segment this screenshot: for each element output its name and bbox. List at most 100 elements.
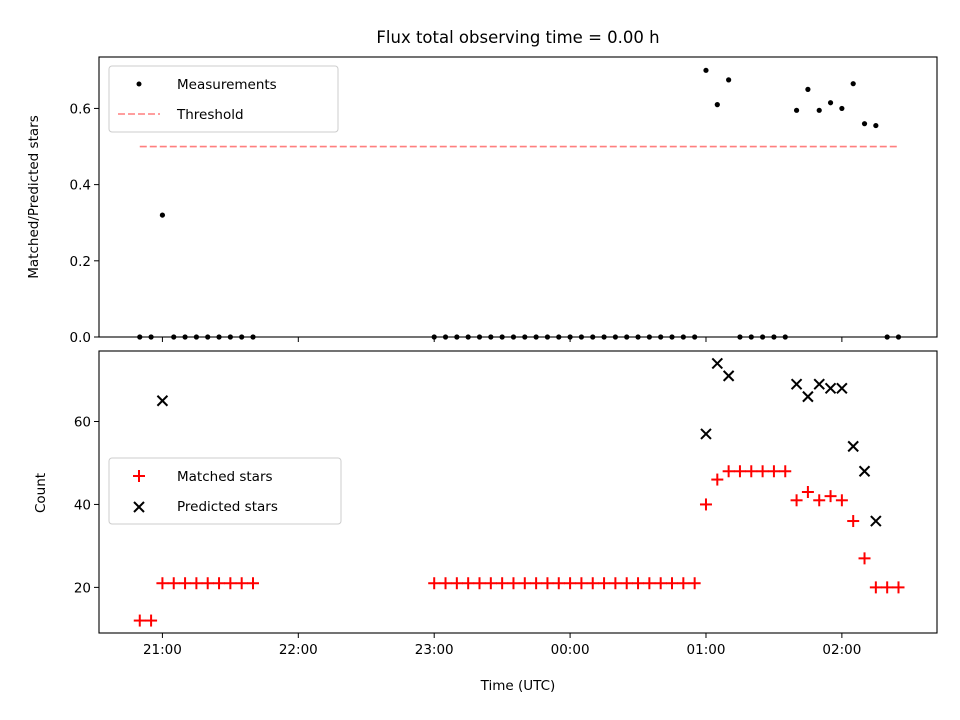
- measurement-point: [861, 121, 868, 127]
- predicted-star-point: [790, 378, 803, 390]
- matched-star-point: [632, 577, 645, 590]
- predicted-star-stroke-b: [802, 390, 814, 403]
- matched-star-point: [224, 577, 237, 590]
- matched-star-point: [179, 577, 192, 590]
- bottom-x-tick-label: 00:00: [551, 642, 590, 658]
- matched-star-point: [247, 577, 260, 590]
- matched-star-point: [586, 577, 599, 590]
- bottom-y-axis-label: Count: [33, 473, 49, 513]
- matched-star-point: [428, 577, 441, 590]
- legend-marker-matched: [133, 470, 145, 482]
- matched-star-point: [541, 577, 554, 590]
- predicted-star-stroke-b: [847, 440, 859, 453]
- measurement-point: [703, 67, 709, 73]
- predicted-star-stroke-b: [858, 465, 871, 477]
- matched-star-point: [767, 465, 780, 478]
- legend-marker-measurements: [136, 81, 142, 87]
- matched-star-point: [677, 577, 690, 590]
- matched-star-point: [666, 577, 679, 590]
- matched-star-point: [711, 473, 724, 486]
- predicted-star-stroke-b: [813, 378, 825, 390]
- matched-star-point: [801, 486, 814, 498]
- top-y-tick-label: 0.2: [70, 254, 91, 270]
- predicted-star-stroke-b: [711, 357, 724, 370]
- bottom-plot-marks: [133, 357, 905, 627]
- matched-star-point: [496, 577, 509, 590]
- top-y-tick-label: 0.0: [70, 330, 91, 346]
- measurement-point: [816, 107, 822, 113]
- predicted-star-point: [824, 382, 837, 395]
- predicted-star-stroke-b: [156, 395, 169, 407]
- bottom-x-tick-label: 23:00: [415, 642, 454, 658]
- matched-star-point: [733, 465, 746, 478]
- matched-star-point: [201, 577, 214, 590]
- bottom-x-tick-label: 02:00: [822, 642, 861, 658]
- predicted-star-stroke-b: [722, 370, 735, 382]
- matched-star-point: [450, 577, 463, 590]
- matched-star-point: [756, 465, 769, 478]
- bottom-x-tick-label: 22:00: [279, 642, 318, 658]
- matched-star-point: [473, 577, 486, 590]
- top-axes: 0.0 0.2 0.4 0.6: [70, 101, 843, 346]
- measurement-point: [873, 122, 879, 129]
- predicted-star-point: [802, 390, 814, 403]
- bottom-plot-frame: [98, 350, 938, 634]
- matched-star-point: [881, 581, 894, 594]
- matched-star-point: [575, 577, 588, 590]
- predicted-star-point: [836, 382, 848, 395]
- top-y-tick-label: 0.4: [70, 178, 91, 194]
- matched-star-point: [790, 494, 803, 507]
- matched-star-point: [688, 577, 701, 590]
- matched-star-point: [598, 577, 611, 590]
- measurement-point: [827, 100, 834, 106]
- top-legend: Measurements Threshold: [108, 65, 339, 133]
- matched-star-point: [552, 577, 565, 590]
- matched-star-point: [133, 614, 146, 627]
- matched-star-point: [609, 577, 622, 590]
- predicted-star-point: [722, 370, 735, 382]
- legend-label-measurements: Measurements: [177, 77, 277, 93]
- matched-star-point: [620, 577, 633, 590]
- matched-star-point: [213, 577, 226, 590]
- predicted-star-stroke-b: [790, 378, 803, 390]
- legend-label-predicted: Predicted stars: [177, 499, 278, 515]
- bottom-legend-box: [108, 457, 342, 525]
- legend-label-threshold: Threshold: [176, 107, 244, 123]
- matched-star-point: [530, 577, 543, 590]
- bottom-legend: Matched stars Predicted stars: [108, 457, 342, 525]
- predicted-star-point: [156, 395, 169, 407]
- matched-star-point: [145, 614, 158, 627]
- measurement-point: [793, 107, 800, 113]
- legend-marker-predicted: [133, 501, 145, 513]
- matched-star-point: [190, 577, 203, 590]
- measurement-point: [714, 102, 720, 108]
- matched-star-point: [156, 577, 169, 590]
- matched-star-point: [835, 494, 848, 507]
- matched-star-point: [167, 577, 180, 590]
- predicted-star-point: [813, 378, 825, 390]
- top-y-axis-label: Matched/Predicted stars: [26, 115, 42, 278]
- matched-star-point: [813, 494, 826, 507]
- predicted-star-point: [700, 428, 712, 440]
- measurement-point: [839, 105, 845, 112]
- predicted-star-point: [870, 515, 882, 527]
- top-plot-frame: [98, 56, 938, 338]
- top-y-tick-label: 0.6: [70, 101, 91, 117]
- top-legend-box: [108, 65, 339, 133]
- predicted-star-stroke-b: [824, 382, 837, 395]
- top-plot-marks: [137, 67, 902, 340]
- legend-label-matched: Matched stars: [177, 469, 273, 485]
- predicted-star-point: [711, 357, 724, 370]
- x-axis-label: Time (UTC): [480, 678, 556, 694]
- predicted-star-stroke-b: [836, 382, 848, 395]
- bottom-axes: 21:00 22:00 23:00 00:00 01:00 02:00 20 40 60: [74, 415, 862, 659]
- matched-star-point: [722, 465, 735, 478]
- measurement-point: [850, 81, 856, 87]
- measurement-point: [805, 86, 811, 92]
- matched-star-point: [892, 581, 905, 594]
- bottom-y-tick-label: 40: [74, 497, 91, 513]
- matched-star-point: [654, 577, 667, 590]
- measurement-point: [159, 212, 166, 218]
- matched-star-point: [869, 581, 882, 594]
